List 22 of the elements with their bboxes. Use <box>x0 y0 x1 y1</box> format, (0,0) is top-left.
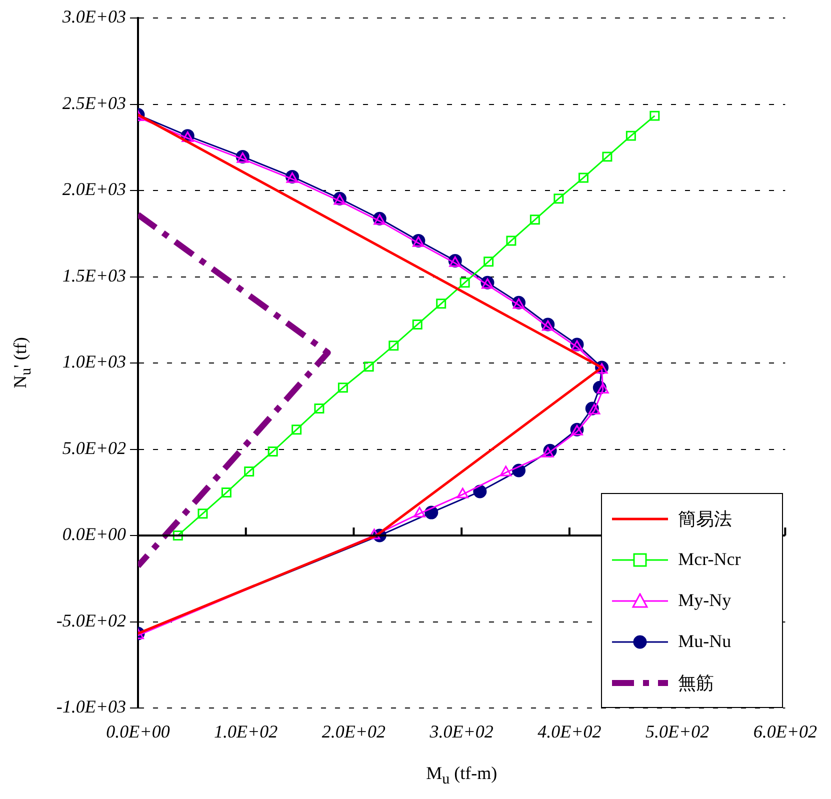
legend-label: My-Ny <box>678 590 732 611</box>
x-tick-label: 4.0E+02 <box>538 722 602 742</box>
x-tick-label: 3.0E+02 <box>428 722 494 742</box>
y-tick-label: 2.0E+03 <box>62 179 126 200</box>
legend-label: 無筋 <box>678 672 714 694</box>
y-tick-label: 0.0E+00 <box>62 524 126 544</box>
x-tick-label: 0.0E+00 <box>106 722 170 742</box>
x-tick-label: 1.0E+02 <box>214 722 278 742</box>
y-tick-label: -5.0E+02 <box>56 610 126 630</box>
y-tick-label: 1.0E+03 <box>62 352 126 372</box>
y-tick-label: 2.5E+03 <box>62 92 126 113</box>
y-tick-label: -1.0E+03 <box>56 696 126 717</box>
legend-label: 簡易法 <box>678 508 732 530</box>
x-axis-title: M$_{u}$ (tf-m) <box>426 763 498 789</box>
y-tick-label: 1.5E+03 <box>62 265 126 286</box>
x-tick-label: 5.0E+02 <box>645 722 710 742</box>
x-tick-label: 2.0E+02 <box>322 722 386 742</box>
y-tick-label: 3.0E+03 <box>61 6 126 27</box>
legend-label: Mcr-Ncr <box>678 549 741 570</box>
y-tick-label: 5.0E+02 <box>62 438 126 458</box>
legend-label: Mu-Nu <box>678 631 732 652</box>
x-tick-label: 6.0E+02 <box>753 722 818 742</box>
